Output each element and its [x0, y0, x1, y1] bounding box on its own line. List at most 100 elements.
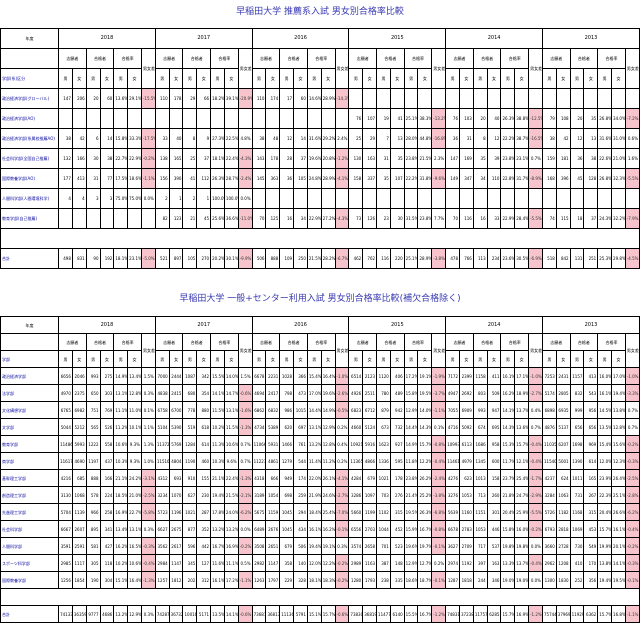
value-cell: 21.8% — [500, 486, 516, 504]
value-cell: 12.8% — [611, 418, 626, 436]
category-cell: 合格者 — [182, 48, 212, 69]
value-cell: 3130 — [58, 486, 73, 504]
value-cell: 26.3% — [417, 503, 433, 521]
value-cell: 23.1% — [127, 248, 142, 269]
value-cell: 34.0% — [611, 108, 626, 129]
value-cell: 1168 — [569, 503, 585, 521]
value-cell: 15.7% — [500, 605, 516, 623]
value-cell: 17.0% — [306, 384, 322, 402]
value-cell: 6712 — [362, 401, 378, 419]
value-cell: 1336 — [376, 452, 391, 470]
gender-diff-value: -9.9% — [237, 248, 253, 269]
value-cell: 230 — [196, 486, 212, 504]
value-cell: 181 — [555, 148, 571, 169]
value-cell: 4716 — [445, 418, 461, 436]
gender-diff-cell: 男女差 — [431, 333, 447, 368]
value-cell: 37238 — [459, 605, 474, 623]
value-cell: 1157 — [569, 367, 585, 385]
value-cell: 11486 — [58, 435, 73, 453]
value-cell: 1053 — [459, 486, 474, 504]
value-cell: 1793 — [362, 571, 378, 589]
table-row: 政治経済学部 6656 2046 993 275 14.9% 13.4% 1.5% 7000 24… — [0, 367, 640, 385]
value-cell: 4284 — [348, 469, 364, 487]
value-cell: 2651 — [265, 537, 281, 555]
gender-diff-value: -0.2% — [334, 571, 350, 589]
value-cell: 5723 — [154, 503, 170, 521]
year-header-row: 年度 2018 2017 2016 2015 2014 2013 — [0, 28, 640, 49]
row-label: 文学部 — [0, 418, 60, 436]
value-cell: 165 — [168, 148, 184, 169]
value-cell: 110 — [486, 168, 502, 189]
value-cell: 956 — [583, 401, 599, 419]
value-cell: 5104 — [154, 418, 170, 436]
value-cell: 519 — [182, 418, 198, 436]
value-cell: 37 — [293, 148, 308, 169]
value-cell: 347 — [459, 168, 474, 189]
value-cell: 4686 — [99, 605, 115, 623]
value-cell: 506 — [251, 248, 267, 269]
value-cell: 258 — [99, 503, 115, 521]
row-label: 教育学部(自己推薦) — [0, 208, 60, 229]
value-cell: 703 — [376, 486, 391, 504]
value-cell: 6489 — [251, 520, 267, 538]
value-cell: 16.4% — [320, 367, 336, 385]
female-cell: 女 — [583, 350, 599, 368]
value-cell: 12 — [279, 128, 295, 149]
value-cell — [459, 88, 474, 109]
bottom-table-title: 早稲田大学 一般+センター利用入試 男女別合格率比較(補欠合格除く) — [179, 294, 461, 304]
value-cell: 5001 — [555, 452, 571, 470]
value-cell: 13.1% — [223, 401, 239, 419]
value-cell: 1182 — [555, 503, 571, 521]
value-cell: 2818 — [555, 520, 571, 538]
value-cell: 14.3% — [417, 418, 433, 436]
value-cell: 70 — [445, 208, 461, 229]
value-cell: 506 — [293, 537, 308, 555]
gender-diff-value: -7.9% — [624, 208, 640, 229]
value-cell: 879 — [376, 401, 391, 419]
female-cell: 女 — [611, 68, 626, 89]
value-cell: 26.6% — [611, 503, 626, 521]
gender-diff-value: -7.0% — [334, 503, 350, 521]
gender-diff-value: 0.0% — [140, 188, 156, 209]
value-cell: 138 — [154, 148, 170, 169]
value-cell: 2974 — [445, 554, 461, 572]
value-cell: 5791 — [293, 605, 308, 623]
value-cell: 90 — [85, 248, 101, 269]
gender-diff-value — [528, 88, 543, 109]
value-cell: 14.4% — [306, 401, 322, 419]
value-cell: 22.0% — [306, 469, 322, 487]
year-cell: 2018 — [58, 316, 156, 334]
gender-diff-cell: 男女差 — [237, 48, 253, 89]
value-cell: 15.7% — [597, 520, 613, 538]
year-cell: 2013 — [541, 316, 640, 334]
value-cell: 5212 — [71, 418, 87, 436]
value-cell: 36732 — [168, 605, 184, 623]
value-cell: 19.6% — [306, 148, 322, 169]
value-cell — [58, 208, 73, 229]
gender-diff-value: -4.1% — [334, 469, 350, 487]
value-cell: 25.1% — [403, 108, 419, 129]
category-cell: 志願者 — [348, 333, 378, 351]
male-cell: 男 — [348, 350, 364, 368]
male-cell: 男 — [85, 68, 101, 89]
value-cell: 1147 — [265, 554, 281, 572]
value-cell: 252 — [569, 571, 585, 589]
value-cell: 12.9% — [127, 605, 142, 623]
gender-diff-value: -17.5% — [140, 128, 156, 149]
value-cell: 74 — [541, 208, 557, 229]
value-cell: 13.7% — [514, 401, 530, 419]
value-cell: 5675 — [251, 503, 267, 521]
female-cell: 女 — [362, 350, 378, 368]
value-cell: 19.1% — [320, 537, 336, 555]
value-cell: 4276 — [445, 469, 461, 487]
value-cell: 2375 — [71, 384, 87, 402]
table-row: 法学部 4970 2375 650 303 13.1% 12.8% 0.3% 4838 2415 6… — [0, 384, 640, 402]
gender-diff-value: -0.2% — [528, 520, 543, 538]
value-cell: 39 — [486, 148, 502, 169]
value-cell: 4926 — [348, 384, 364, 402]
value-cell: 20.1% — [611, 537, 626, 555]
value-cell: 549 — [583, 537, 599, 555]
value-cell: 12.1% — [514, 452, 530, 470]
value-cell: 31.6% — [306, 128, 322, 149]
value-cell: 1208 — [555, 554, 571, 572]
